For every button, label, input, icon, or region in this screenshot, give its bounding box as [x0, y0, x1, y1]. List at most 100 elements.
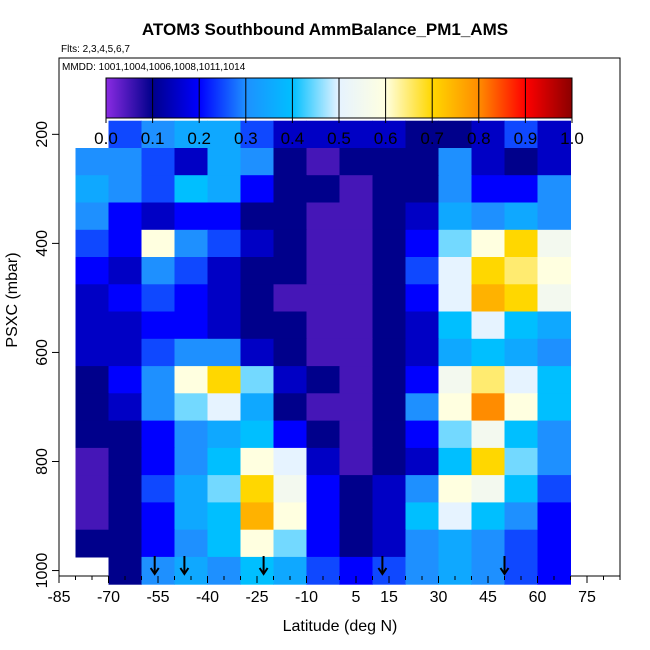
heatmap-cell — [75, 148, 109, 176]
heatmap-cell — [273, 338, 307, 367]
heatmap-cell — [174, 338, 208, 367]
heatmap-cell — [339, 284, 373, 313]
mmdd-annotation: MMDD: 1001,1004,1006,1008,1011,1014 — [62, 62, 246, 73]
heatmap-cell — [141, 447, 175, 476]
heatmap-cell — [438, 447, 472, 476]
heatmap-cell — [504, 502, 538, 531]
heatmap-cell — [471, 502, 505, 531]
heatmap-cell — [504, 120, 538, 149]
heatmap-cell — [108, 175, 142, 203]
heatmap-cell — [141, 366, 175, 394]
heatmap-cell — [405, 202, 439, 231]
heatmap-cell — [273, 447, 307, 476]
heatmap-cell — [75, 393, 109, 422]
heatmap-cell — [273, 393, 307, 422]
heatmap-cell — [108, 148, 142, 176]
heatmap-cell — [504, 366, 538, 394]
colorbar-tick-label: 1.0 — [560, 129, 584, 148]
heatmap-cell — [405, 257, 439, 285]
x-tick-label: 45 — [479, 589, 497, 606]
heatmap-cell — [75, 366, 109, 394]
heatmap-cell — [207, 529, 241, 558]
heatmap-cell — [504, 202, 538, 231]
heatmap-cell — [141, 229, 175, 258]
heatmap-cell — [372, 475, 406, 503]
heatmap-cell — [372, 229, 406, 258]
heatmap-cell — [537, 502, 571, 531]
heatmap-cell — [240, 229, 274, 258]
heatmap-cell — [240, 447, 274, 476]
heatmap-cell — [174, 202, 208, 231]
heatmap-cell — [273, 202, 307, 231]
heatmap-cell — [141, 175, 175, 203]
colorbar-tick-label: 0.6 — [374, 129, 398, 148]
heatmap-cell — [306, 338, 340, 367]
heatmap-cell — [75, 175, 109, 203]
heatmap-cell — [141, 420, 175, 449]
heatmap-cell — [174, 257, 208, 285]
heatmap-cell — [207, 202, 241, 231]
heatmap-cell — [471, 529, 505, 558]
heatmap-cell — [339, 420, 373, 449]
latitude-arrow — [377, 556, 388, 576]
heatmap-cell — [306, 393, 340, 422]
heatmap-cell — [141, 475, 175, 503]
heatmap-cell — [504, 175, 538, 203]
heatmap-cell — [471, 447, 505, 476]
y-axis: 200 400 600 800 1000 — [34, 121, 59, 588]
heatmap-cell — [108, 229, 142, 258]
latitude-arrow — [149, 556, 160, 576]
heatmap-cell — [240, 148, 274, 176]
heatmap-cell — [405, 556, 439, 585]
heatmap-cell — [75, 475, 109, 503]
colorbar-tick-label: 0.2 — [187, 129, 211, 148]
heatmap-cell — [240, 393, 274, 422]
colorbar-ticks: 0.0 0.1 0.2 0.3 0.4 0.5 0.6 0.7 0.8 0.9 1.0 — [94, 78, 584, 148]
heatmap-cell — [405, 120, 439, 149]
heatmap-cell — [471, 284, 505, 313]
heatmap-cell — [75, 529, 109, 558]
heatmap-cell — [504, 338, 538, 367]
heatmap-cell — [141, 148, 175, 176]
heatmap-cell — [108, 447, 142, 476]
heatmap-cell — [504, 257, 538, 285]
heatmap-cell — [306, 556, 340, 585]
heatmap-cell — [405, 148, 439, 176]
heatmap-cell — [273, 148, 307, 176]
heatmap-cell — [372, 393, 406, 422]
heatmap-cell — [108, 311, 142, 340]
heatmap-cell — [240, 202, 274, 231]
heatmap-cell — [174, 556, 208, 585]
heatmap-cell — [405, 229, 439, 258]
heatmap-cell — [240, 420, 274, 449]
heatmap-cell — [438, 420, 472, 449]
heatmap-cell — [471, 393, 505, 422]
heatmap-cell — [537, 393, 571, 422]
heatmap-cell — [339, 257, 373, 285]
heatmap-cell — [339, 366, 373, 394]
y-tick-label: 600 — [34, 339, 51, 366]
heatmap-cell — [174, 420, 208, 449]
latitude-arrows — [149, 556, 510, 576]
heatmap-cell — [240, 502, 274, 531]
heatmap-cell — [207, 284, 241, 313]
heatmap-cell — [306, 502, 340, 531]
heatmap-cell — [240, 475, 274, 503]
heatmap-cell — [174, 311, 208, 340]
x-tick-label: -85 — [47, 589, 70, 606]
heatmap-cell — [438, 175, 472, 203]
heatmap-cells — [75, 120, 571, 585]
heatmap-cell — [174, 502, 208, 531]
heatmap-cell — [273, 475, 307, 503]
heatmap-cell — [504, 229, 538, 258]
heatmap-cell — [108, 420, 142, 449]
heatmap-cell — [537, 229, 571, 258]
heatmap-cell — [240, 311, 274, 340]
colorbar-tick-label: 0.3 — [234, 129, 258, 148]
x-axis-label: Latitude (deg N) — [283, 618, 398, 635]
colorbar-tick-label: 0.5 — [327, 129, 351, 148]
heatmap-cell — [75, 420, 109, 449]
heatmap-cell — [537, 311, 571, 340]
heatmap-cell — [438, 120, 472, 149]
